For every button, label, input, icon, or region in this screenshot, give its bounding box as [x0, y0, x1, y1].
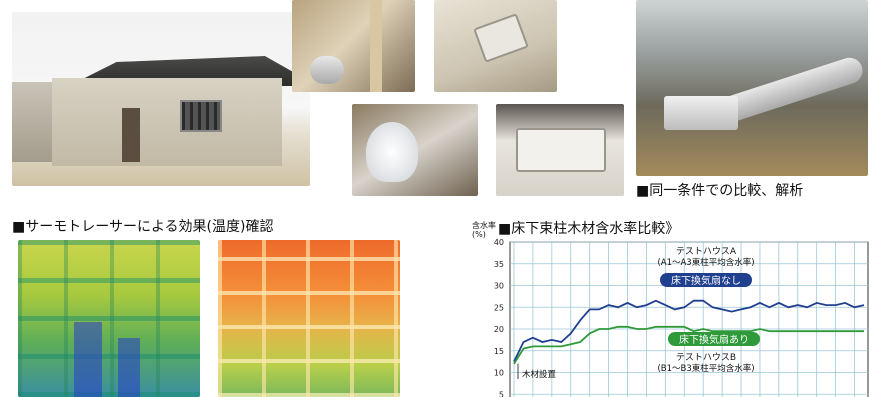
vent-opening-photo: [496, 104, 624, 196]
thermo-caption: ■サーモトレーサーによる効果(温度)確認: [12, 219, 274, 235]
thermal-image-after: [218, 240, 400, 397]
annotation-label: 木材設置: [522, 369, 557, 380]
y-tick-label: 15: [494, 347, 504, 356]
underfloor-duct-photo: [636, 0, 868, 176]
wooden-post: [370, 0, 382, 92]
cold-zone: [118, 338, 140, 397]
y-axis-label: 含水率: [472, 220, 496, 230]
house-door: [122, 108, 140, 162]
series-b-desc: (B1〜B3東柱平均含水率): [657, 363, 754, 374]
series-b-badge-label: 床下換気扇あり: [679, 333, 749, 346]
series-a-name: テストハウスA: [676, 246, 737, 257]
y-tick-label: 40: [494, 238, 504, 247]
house-exterior-photo: [12, 12, 310, 186]
fan-unit: [310, 56, 344, 84]
vent-box-photo: [434, 0, 557, 92]
vent-box: [473, 13, 529, 63]
series-a-badge-label: 床下換気扇なし: [671, 274, 741, 287]
inspection-worker-photo: [352, 104, 478, 196]
house-wall: [52, 78, 282, 166]
vent-opening: [516, 128, 606, 172]
fan-installation-photo: [292, 0, 415, 92]
series-line-a: [513, 299, 865, 362]
thermal-image-before: [18, 240, 200, 397]
y-tick-label: 35: [494, 260, 504, 269]
series-a-badge: [660, 273, 752, 287]
y-tick-label: 30: [494, 282, 504, 291]
y-tick-label: 25: [494, 303, 504, 312]
fan-housing: [664, 96, 738, 130]
y-tick-label: 5: [499, 390, 504, 397]
chart-title: ■床下束柱木材含水率比較》: [498, 220, 679, 237]
series-a-desc: (A1〜A3東柱平均含水率): [657, 257, 754, 268]
house-window: [180, 100, 222, 132]
series-line-b: [513, 325, 864, 365]
cold-zone: [74, 322, 102, 397]
y-tick-label: 10: [494, 369, 504, 378]
y-axis-unit: (%): [472, 230, 486, 239]
comparison-caption: ■同一条件での比較、解析: [636, 183, 804, 199]
neighbor-building: [12, 82, 52, 162]
moisture-chart: ■床下束柱木材含水率比較》含水率(%) 5 10 15 20 25 30 35 40 テストハウス…: [472, 220, 869, 397]
series-b-badge: [668, 332, 760, 346]
y-tick-label: 20: [494, 325, 504, 334]
plot-area: [509, 241, 869, 397]
protective-suit-worker: [366, 122, 418, 182]
series-b-name: テストハウスB: [676, 352, 736, 363]
